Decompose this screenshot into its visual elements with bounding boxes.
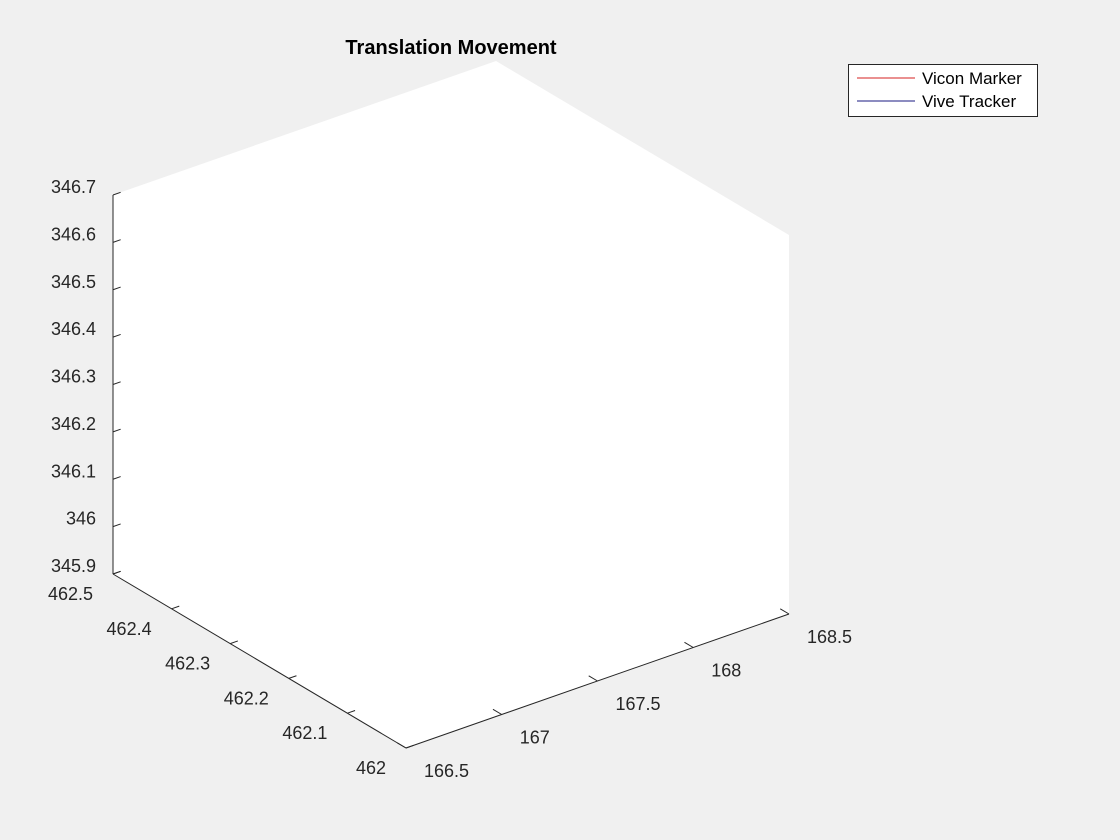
x-tick-label: 168.5 [807, 627, 852, 647]
z-tick [112, 523, 121, 528]
y-tick-label: 462.2 [224, 688, 269, 708]
y-tick [405, 744, 414, 749]
plot-area [113, 61, 789, 748]
y-tick-label: 462 [356, 758, 386, 778]
z-tick-label: 345.9 [51, 556, 96, 576]
z-tick-label: 346.5 [51, 272, 96, 292]
y-axis: 462 462.1 462.2 462.3 462.4 462.5 [48, 570, 414, 778]
legend-box [848, 64, 1038, 117]
z-tick-label: 346 [66, 509, 96, 529]
x-tick-label: 167.5 [616, 694, 661, 714]
x-tick [492, 708, 503, 715]
z-tick [112, 286, 121, 291]
z-tick-label: 346.1 [51, 461, 96, 481]
y-tick [347, 710, 356, 714]
x-tick-label: 167 [520, 728, 550, 748]
z-tick-label: 346.3 [51, 367, 96, 387]
z-tick-label: 346.4 [51, 319, 96, 339]
legend[interactable]: Vicon Marker Vive Tracker [848, 64, 1038, 117]
x-axis: 166.5 167 167.5 168 168.5 [396, 608, 852, 781]
y-tick [288, 675, 297, 679]
x-tick [588, 675, 598, 682]
z-tick [112, 476, 121, 480]
z-tick-label: 346.2 [51, 414, 96, 434]
x-tick-label: 166.5 [424, 761, 469, 781]
z-tick [112, 239, 121, 243]
y-tick-label: 462.4 [107, 619, 152, 639]
z-tick [112, 333, 121, 338]
legend-label: Vicon Marker [922, 69, 1022, 88]
z-tick [112, 570, 121, 575]
y-tick [171, 605, 180, 610]
y-tick-label: 462.1 [282, 723, 327, 743]
x-tick [684, 641, 694, 648]
y-tick-label: 462.3 [165, 654, 210, 674]
x-tick [779, 608, 790, 615]
z-tick-label: 346.6 [51, 224, 96, 244]
z-axis: 345.9 346 346.1 346.2 346.3 346.4 346.5 346.6 34… [51, 177, 121, 576]
z-tick [112, 191, 121, 196]
z-tick [112, 381, 121, 385]
axes-box [113, 61, 789, 748]
z-tick-label: 346.7 [51, 177, 96, 197]
z-tick [112, 428, 121, 433]
chart-title: Translation Movement [345, 37, 556, 59]
x-tick-label: 168 [711, 661, 741, 681]
y-axis-line [112, 573, 407, 749]
legend-label: Vive Tracker [922, 92, 1017, 111]
y-tick-label: 462.5 [48, 584, 93, 604]
y-tick [230, 640, 239, 645]
